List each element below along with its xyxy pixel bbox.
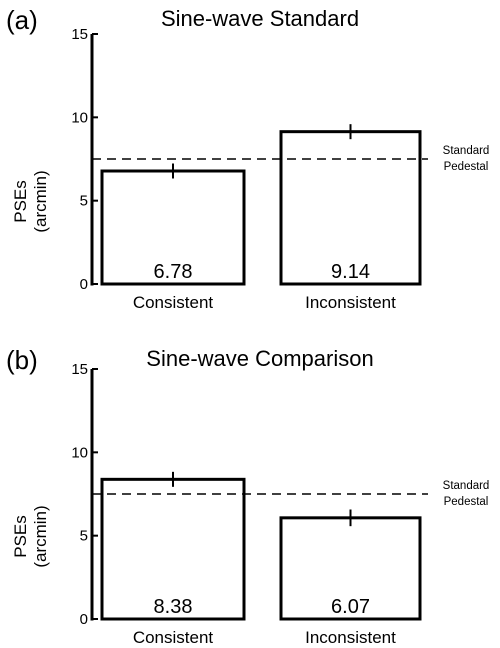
panel-b-value-label: 6.07 <box>331 596 370 618</box>
panel-a-bar-consistent <box>100 169 246 286</box>
panel-a-reference-label-line1: Standard <box>443 145 490 157</box>
panel-a-y-axis-label-line2: (arcmin) <box>31 170 50 232</box>
panel-a-y-tick-label: 5 <box>80 193 88 210</box>
panel-a-y-tick-label: 10 <box>71 109 88 126</box>
panel-b-y-tick-label: 0 <box>80 611 88 628</box>
panel-b-category-label: Consistent <box>133 628 214 647</box>
panel-a-value-label: 6.78 <box>154 261 193 283</box>
panel-b-reference-label-line2: Pedestal <box>444 496 489 508</box>
panel-a-value-label: 9.14 <box>331 261 370 283</box>
panel-b-y-tick-label: 15 <box>71 361 88 378</box>
panel-b-panel-label: (b) <box>6 345 38 375</box>
panel-b-category-label: Inconsistent <box>305 628 396 647</box>
panel-a-y-axis-label-line1: PSEs <box>11 180 30 223</box>
panel-a-y-tick-label: 15 <box>71 26 88 43</box>
panel-a-category-label: Consistent <box>133 293 214 312</box>
panel-b-reference-label-line1: Standard <box>443 480 490 492</box>
panel-a-y-tick-label: 0 <box>80 276 88 293</box>
panel-b-y-axis-label-line2: (arcmin) <box>31 505 50 567</box>
panel-b-y-axis-label-line1: PSEs <box>11 515 30 558</box>
panel-a-bar-inconsistent <box>279 130 422 286</box>
panel-a-category-label: Inconsistent <box>305 293 396 312</box>
panel-b-y-tick-label: 10 <box>71 444 88 461</box>
panel-a-reference-label-line2: Pedestal <box>444 161 489 173</box>
panel-a-title: Sine-wave Standard <box>161 6 359 31</box>
panel-b-title: Sine-wave Comparison <box>146 346 373 371</box>
panel-a-panel-label: (a) <box>6 5 38 35</box>
panel-b-y-tick-label: 5 <box>80 528 88 545</box>
panel-b-value-label: 8.38 <box>154 596 193 618</box>
